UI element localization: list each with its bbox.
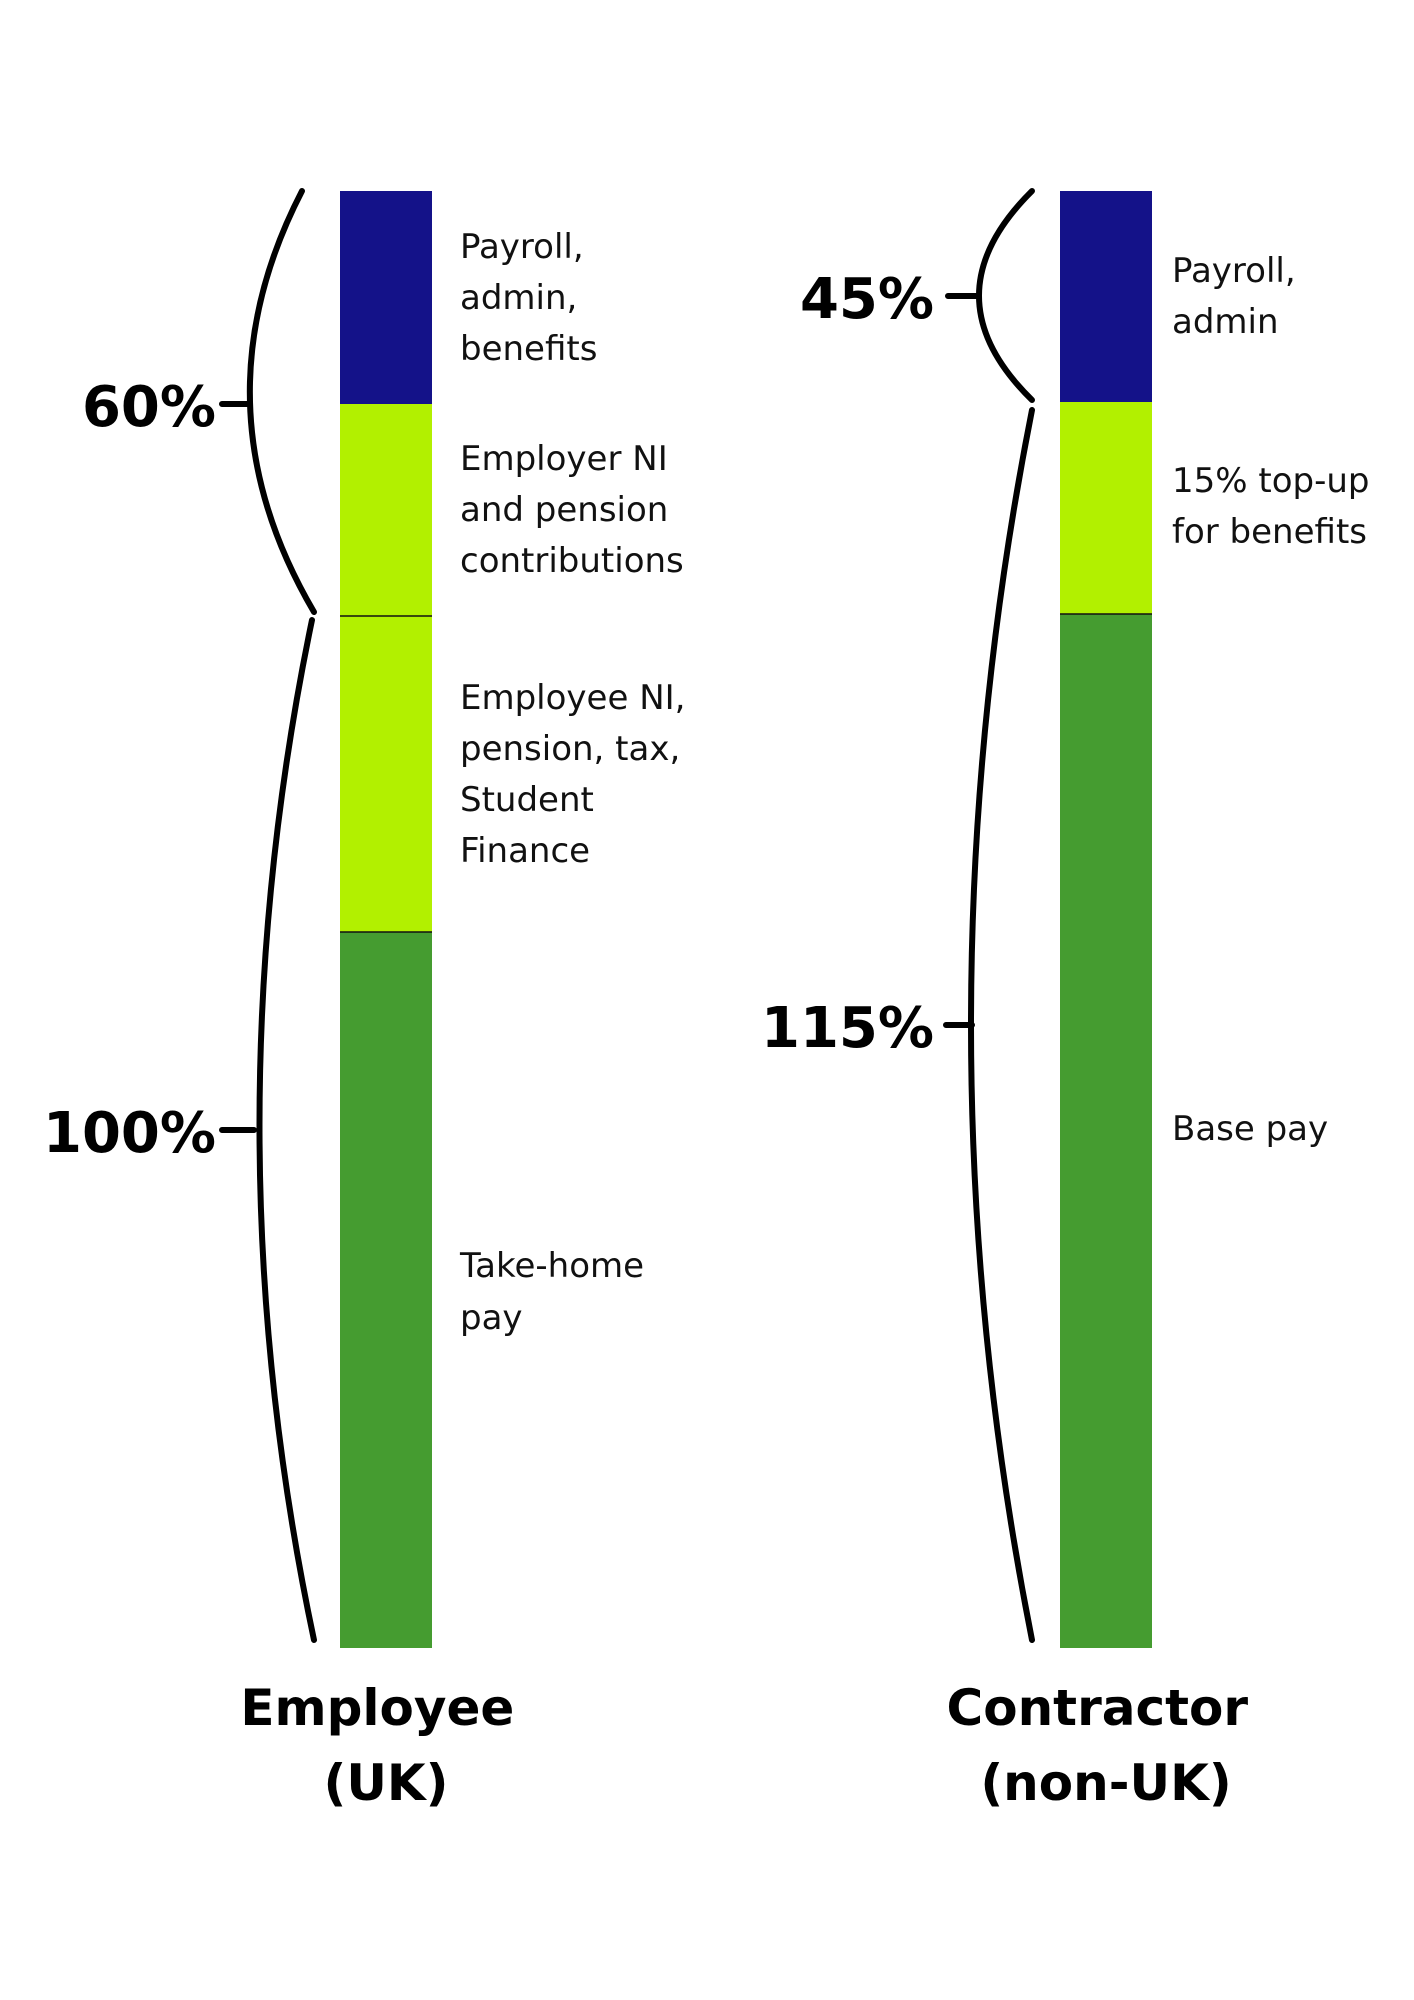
employee-segment-admin (340, 191, 432, 404)
employee-brace-100 (219, 617, 317, 1643)
contractor-segment-top-up (1060, 402, 1152, 614)
contractor-label-base-pay: Base pay (1172, 1109, 1328, 1149)
employee-pct-60: 60% (82, 375, 216, 440)
employee-segment-employee-ni (340, 616, 432, 932)
employee-title: Employee (UK) (240, 1679, 531, 1812)
employee-label-take-home: Take-home pay (459, 1246, 655, 1338)
employee-label-admin: Payroll, admin, benefits (460, 227, 597, 369)
contractor-label-admin: Payroll, admin (1172, 251, 1306, 342)
contractor-title: Contractor (non-UK) (947, 1679, 1266, 1812)
employee-segment-take-home (340, 932, 432, 1648)
employee-pct-100: 100% (43, 1101, 216, 1166)
contractor-brace-115 (943, 407, 1035, 1643)
contractor-pct-45: 45% (800, 267, 934, 332)
employee-column: Payroll, admin, benefits Employer NI and… (43, 188, 696, 1812)
contractor-column: Payroll, admin 15% top-up for benefits B… (761, 188, 1380, 1812)
employee-label-employer-ni: Employer NI and pension contributions (460, 439, 684, 581)
contractor-segment-base-pay (1060, 614, 1152, 1648)
contractor-label-top-up: 15% top-up for benefits (1172, 461, 1380, 552)
contractor-pct-115: 115% (761, 996, 934, 1061)
employee-brace-60 (219, 188, 317, 615)
contractor-brace-45 (945, 188, 1035, 403)
contractor-segment-admin (1060, 191, 1152, 402)
employee-label-employee-ni: Employee NI, pension, tax, Student Finan… (460, 678, 696, 871)
employee-segment-employer-ni (340, 404, 432, 616)
